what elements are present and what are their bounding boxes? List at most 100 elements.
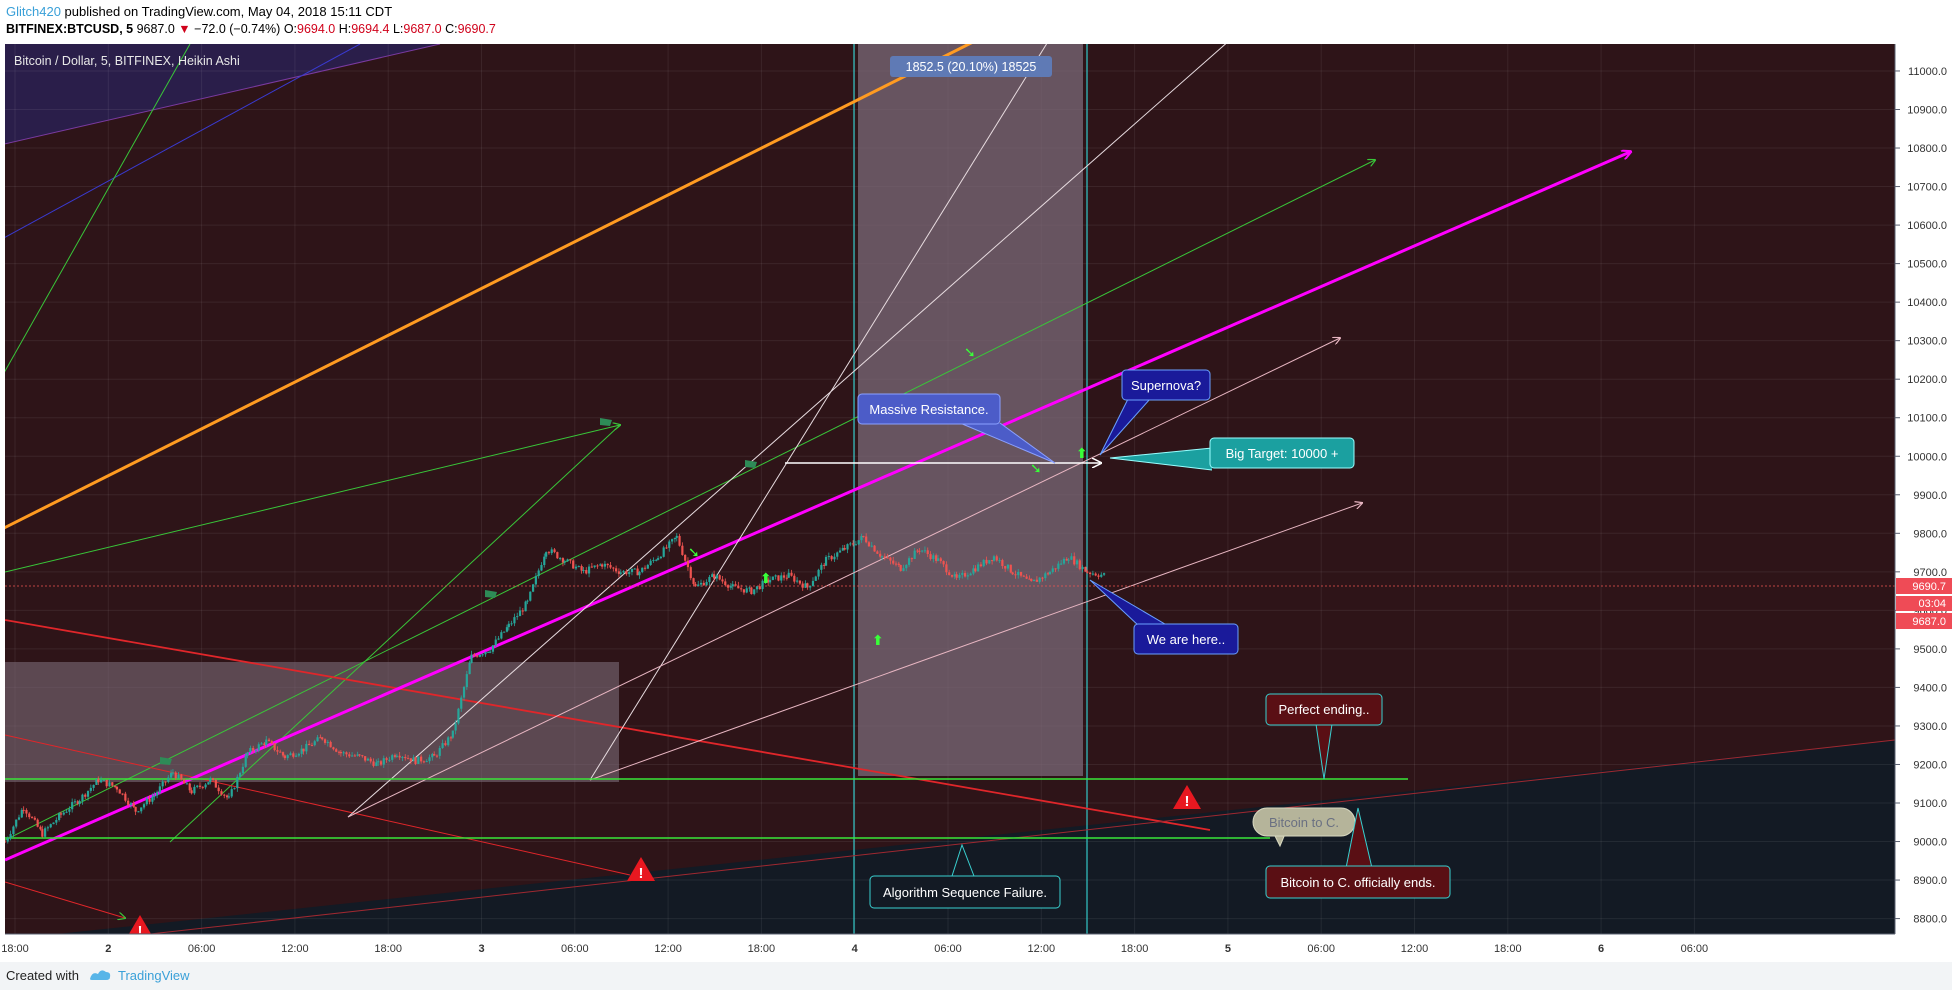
candle-body <box>420 756 423 762</box>
candle-body <box>985 559 988 564</box>
candle-body <box>601 564 604 567</box>
candle-body <box>833 556 836 560</box>
candle-body <box>617 571 621 574</box>
candle-body <box>518 610 522 617</box>
candle-body <box>1084 566 1087 572</box>
candle-body <box>310 745 314 747</box>
candle-body <box>246 752 249 756</box>
low-value: 9687.0 <box>403 22 442 36</box>
candle-body <box>876 551 879 554</box>
price-chart[interactable]: ➘ ⬆ ⬆ ➘ ➘ ⬆ ! ! ! Massive Resistance. Su… <box>0 42 1952 962</box>
candle-body <box>49 824 52 828</box>
candle-body <box>433 754 436 756</box>
candle-body <box>1046 573 1050 575</box>
candle-body <box>1025 576 1028 579</box>
candle-body <box>953 574 956 577</box>
candle-body <box>593 565 596 568</box>
author-link[interactable]: Glitch420 <box>6 4 61 19</box>
candle-body <box>382 758 385 765</box>
candle-body <box>379 761 383 765</box>
candle-body <box>457 708 460 724</box>
created-with-label: Created with <box>6 968 79 983</box>
candle-body <box>750 587 753 595</box>
time-axis[interactable] <box>0 934 1952 962</box>
warning-icon: ! <box>627 857 655 882</box>
callout-perfect-ending[interactable]: Perfect ending.. <box>1265 693 1383 780</box>
candle-body <box>675 535 678 538</box>
candle-body <box>252 747 255 751</box>
x-tick-label: 06:00 <box>1307 943 1335 955</box>
callout-algorithm-failure[interactable]: Algorithm Sequence Failure. <box>869 843 1061 909</box>
callout-supernova[interactable]: Supernova? <box>1099 369 1211 456</box>
green-long-line <box>5 160 1375 841</box>
candle-body <box>1051 568 1054 572</box>
candle-body <box>36 819 39 827</box>
candle-body <box>500 632 503 639</box>
candle-body <box>345 752 348 755</box>
callout-bitcoin-to-c[interactable]: Bitcoin to C. <box>1252 807 1356 848</box>
x-tick-label: 06:00 <box>1681 943 1709 955</box>
callout-massive-resistance[interactable]: Massive Resistance. <box>857 393 1056 464</box>
last-price: 9687.0 <box>136 22 175 36</box>
candle-body <box>1028 578 1031 580</box>
candle-body <box>52 822 55 825</box>
candle-body <box>329 741 332 748</box>
candle-body <box>692 578 695 584</box>
candle-body <box>1014 574 1017 576</box>
candle-body <box>702 582 705 586</box>
candle-body <box>81 794 84 802</box>
candle-body <box>395 755 398 757</box>
candle-body <box>1006 564 1010 569</box>
candle-body <box>939 558 942 562</box>
candle-body <box>65 811 68 813</box>
candle-body <box>870 545 873 547</box>
candle-body <box>462 686 466 698</box>
candle-body <box>726 585 730 588</box>
candle-body <box>89 787 92 791</box>
candle-body <box>740 588 743 590</box>
candle-body <box>460 697 463 709</box>
candle-body <box>830 556 833 560</box>
candle-body <box>148 798 151 802</box>
candle-body <box>124 793 127 801</box>
candle-body <box>478 654 481 657</box>
candle-body <box>619 572 622 574</box>
candle-body <box>356 754 359 756</box>
candle-body <box>161 781 164 787</box>
candle-body <box>665 547 668 549</box>
tradingview-link[interactable]: TradingView <box>118 968 190 983</box>
orange-trendline <box>5 44 973 530</box>
candle-body <box>899 564 902 571</box>
candle-body <box>652 559 655 561</box>
candle-body <box>207 782 210 785</box>
candle-body <box>1004 566 1007 569</box>
candle-body <box>708 576 711 582</box>
open-value: 9694.0 <box>297 22 336 36</box>
candle-body <box>366 758 370 761</box>
price-axis[interactable] <box>1895 44 1952 934</box>
x-tick-label: 18:00 <box>374 943 402 955</box>
callout-officially-ends[interactable]: Bitcoin to C. officially ends. <box>1265 807 1451 899</box>
candle-body <box>444 743 447 746</box>
white-fan-line-b <box>589 44 1048 781</box>
candle-body <box>836 552 839 557</box>
candle-body <box>755 586 759 590</box>
consolidation-box <box>5 662 619 782</box>
candle-body <box>673 537 676 540</box>
candle-body <box>1091 573 1094 575</box>
candle-body <box>1032 579 1036 582</box>
candle-body <box>961 573 964 575</box>
callout-big-target[interactable]: Big Target: 10000 + <box>1109 437 1355 471</box>
callout-we-are-here[interactable]: We are here.. <box>1089 579 1239 655</box>
candle-body <box>547 552 551 554</box>
candle-body <box>68 809 71 812</box>
candle-body <box>630 568 634 573</box>
candle-body <box>174 772 177 779</box>
candle-body <box>545 552 548 557</box>
candle-body <box>929 554 932 560</box>
candle-body <box>862 536 865 538</box>
candle-body <box>323 739 327 743</box>
candle-body <box>503 631 506 633</box>
x-tick-label: 12:00 <box>281 943 309 955</box>
candle-body <box>409 758 412 762</box>
